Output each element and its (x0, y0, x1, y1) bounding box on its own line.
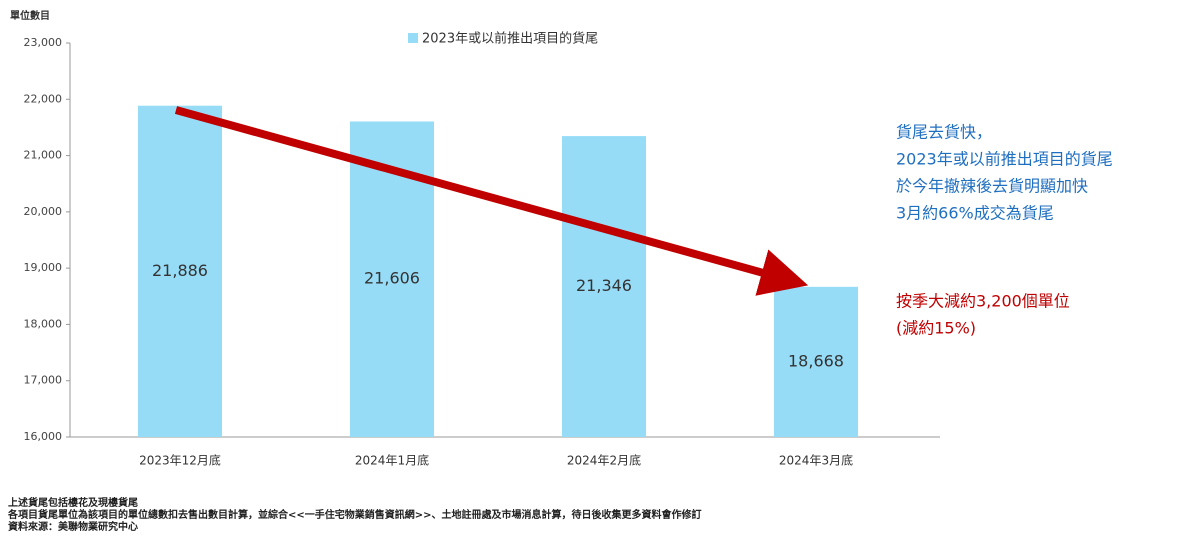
bar (562, 136, 646, 438)
value-label: 21,886 (152, 261, 208, 280)
annotation: 按季大減約3,200個單位 (896, 292, 1070, 311)
value-label: 21,606 (364, 269, 420, 288)
value-label: 21,346 (576, 276, 632, 295)
footnote: 各項目貨尾單位為該項目的單位總數扣去售出數目計算，並綜合<<一手住宅物業銷售資訊… (7, 508, 702, 521)
legend-label: 2023年或以前推出項目的貨尾 (422, 31, 598, 47)
trend-arrow (174, 106, 809, 296)
annotation: 2023年或以前推出項目的貨尾 (896, 150, 1113, 169)
annotation: 於今年撤辣後去貨明顯加快 (896, 177, 1088, 196)
x-tick-label: 2024年3月底 (779, 453, 853, 468)
bar (138, 105, 222, 438)
y-tick-label: 19,000 (24, 261, 63, 274)
x-tick-label: 2024年1月底 (355, 453, 429, 468)
annotation: 3月約66%成交為貨尾 (896, 204, 1054, 223)
annotation: (減約15%) (896, 319, 976, 338)
y-axis-label: 單位數目 (10, 9, 50, 22)
bar (774, 286, 858, 437)
y-tick-label: 17,000 (24, 374, 63, 387)
x-tick-label: 2024年2月底 (567, 453, 641, 468)
plot (66, 42, 940, 438)
legend-swatch (408, 33, 418, 43)
footnote: 資料來源：美聯物業研究中心 (8, 520, 138, 533)
x-tick-label: 2023年12月底 (139, 453, 221, 468)
y-tick-label: 18,000 (24, 317, 63, 330)
annotation: 貨尾去貨快， (896, 123, 992, 142)
value-label: 18,668 (788, 351, 844, 370)
y-tick-label: 16,000 (24, 430, 63, 443)
y-tick-label: 21,000 (24, 149, 63, 162)
y-tick-label: 20,000 (24, 205, 63, 218)
footnote: 上述貨尾包括樓花及現樓貨尾 (8, 496, 138, 509)
y-tick-label: 22,000 (24, 92, 63, 105)
y-tick-label: 23,000 (24, 36, 63, 49)
